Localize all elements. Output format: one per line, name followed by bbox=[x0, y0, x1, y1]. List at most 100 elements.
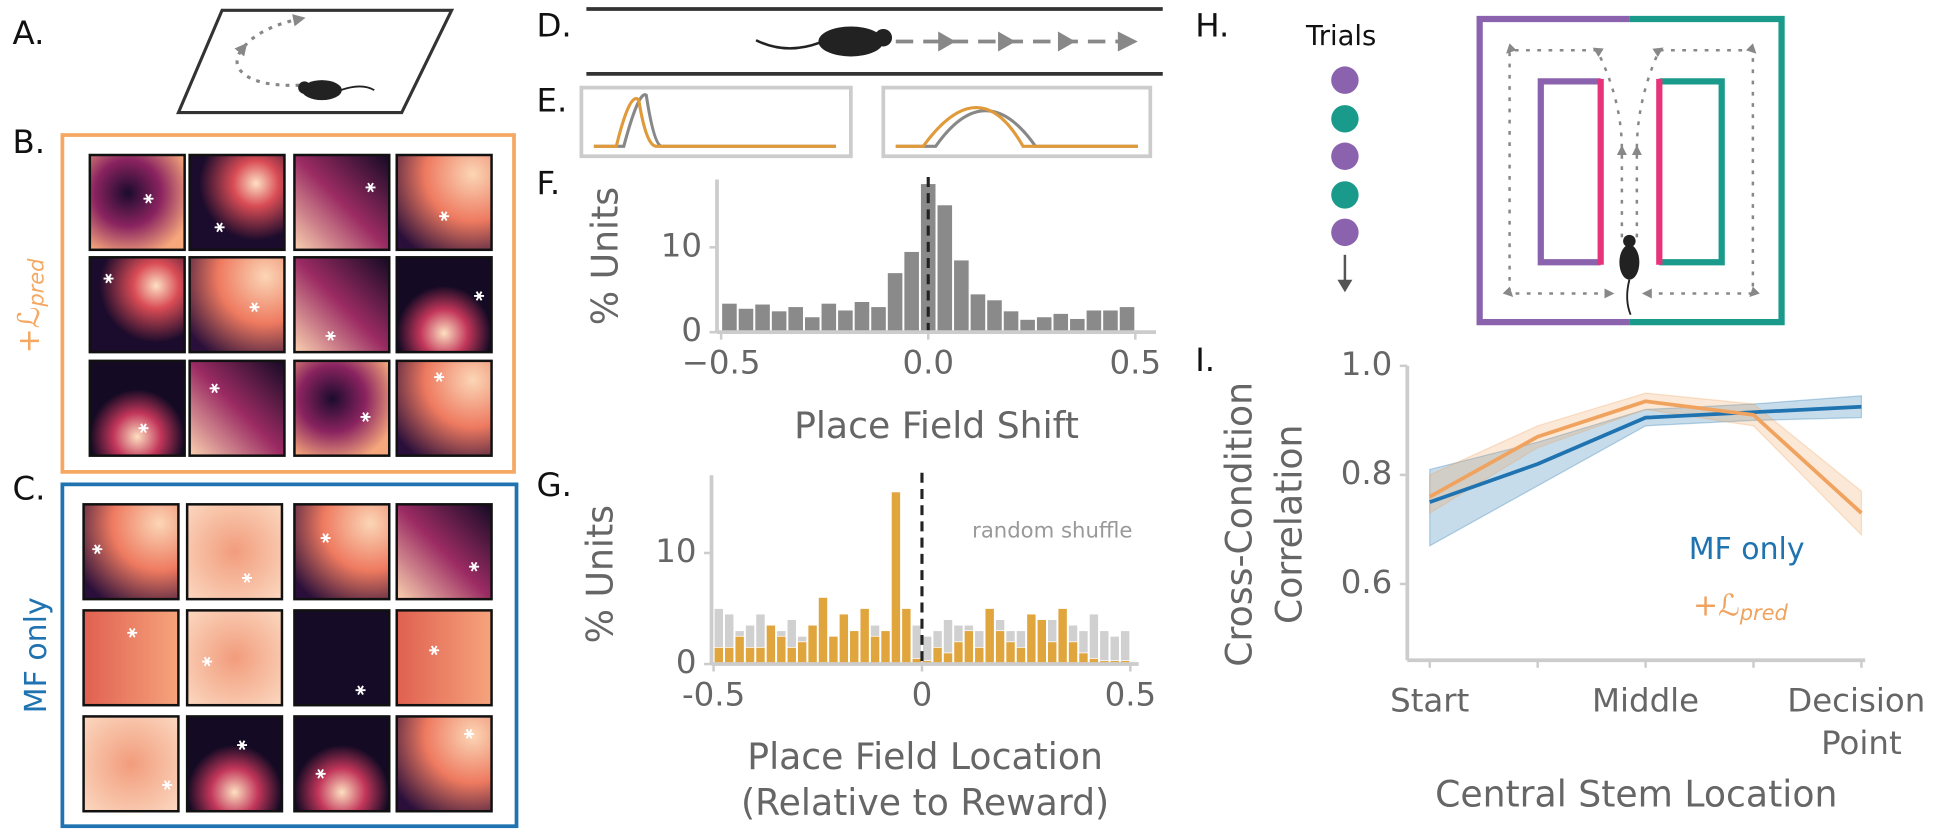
bar bbox=[804, 316, 821, 333]
y-axis-label: Cross-Condition bbox=[1217, 382, 1260, 667]
heatmap-tile bbox=[188, 359, 286, 457]
bar bbox=[870, 635, 881, 665]
maze bbox=[1476, 15, 1785, 326]
peak-marker bbox=[92, 544, 103, 555]
peak-marker bbox=[434, 372, 445, 382]
peak-marker bbox=[315, 768, 326, 779]
heatmap-tile bbox=[82, 609, 180, 707]
bar bbox=[828, 635, 839, 665]
heatmap-tile bbox=[395, 503, 493, 601]
bar bbox=[984, 608, 995, 665]
frame bbox=[60, 482, 519, 829]
bar bbox=[787, 306, 804, 333]
bar bbox=[1109, 635, 1120, 665]
peak-marker bbox=[355, 685, 366, 696]
peak-marker bbox=[249, 302, 260, 313]
peak-marker bbox=[237, 740, 248, 750]
peak-marker bbox=[202, 656, 213, 667]
y-axis-label: % Units bbox=[584, 187, 627, 325]
peak-marker bbox=[138, 423, 149, 434]
peak-marker bbox=[474, 291, 485, 301]
bar bbox=[771, 310, 788, 333]
legend-label: MF only bbox=[1689, 532, 1805, 567]
bar bbox=[1085, 309, 1102, 333]
peak-marker bbox=[242, 573, 253, 583]
panel-label: C. bbox=[12, 470, 45, 508]
bar bbox=[974, 646, 985, 665]
y-tick-label: 1.0 bbox=[1341, 345, 1393, 383]
y-tick-label: 10 bbox=[655, 532, 696, 570]
heatmap-tile bbox=[395, 256, 493, 354]
heatmap-tile bbox=[395, 153, 493, 252]
bar bbox=[1047, 641, 1058, 665]
bar bbox=[853, 301, 870, 333]
bar bbox=[870, 306, 887, 333]
bar bbox=[953, 641, 964, 665]
bar bbox=[838, 613, 849, 665]
panel-label: I. bbox=[1195, 341, 1215, 379]
bar bbox=[986, 299, 1003, 333]
heatmap-tile bbox=[185, 609, 284, 707]
bar bbox=[932, 646, 943, 665]
x-axis-label: (Relative to Reward) bbox=[741, 781, 1109, 824]
heatmap-tile bbox=[395, 359, 493, 457]
peak-marker bbox=[214, 222, 225, 233]
y-tick-label: 0 bbox=[676, 643, 697, 681]
y-tick-label: 0.8 bbox=[1341, 454, 1393, 492]
bar bbox=[1120, 630, 1131, 665]
y-tick-label: 10 bbox=[661, 226, 702, 264]
x-axis-label: Central Stem Location bbox=[1435, 772, 1837, 815]
bar bbox=[1052, 313, 1069, 333]
side-label: MF only bbox=[19, 597, 54, 713]
frame bbox=[60, 133, 516, 474]
peak-marker bbox=[209, 383, 220, 394]
bar bbox=[1088, 613, 1099, 665]
heatmap-tile bbox=[88, 256, 186, 354]
panel-label: G. bbox=[536, 466, 571, 504]
bar bbox=[1069, 318, 1086, 333]
heatmap-tile bbox=[293, 359, 391, 457]
x-tick-label: 0.5 bbox=[1110, 344, 1162, 382]
peak-marker bbox=[320, 533, 331, 543]
bar bbox=[995, 630, 1006, 665]
heatmap-tile bbox=[293, 503, 391, 601]
x-tick-label: Decision Point bbox=[1787, 682, 1935, 762]
heatmap-tile bbox=[293, 153, 391, 252]
track bbox=[586, 7, 1163, 76]
peak-marker bbox=[365, 182, 376, 193]
trials-label: Trials bbox=[1305, 21, 1376, 52]
peak-marker bbox=[469, 561, 480, 572]
heatmap-tile bbox=[88, 153, 186, 252]
bar bbox=[1057, 608, 1068, 665]
peak-marker bbox=[429, 645, 440, 656]
bar bbox=[1015, 646, 1026, 665]
panel-label: F. bbox=[536, 164, 560, 202]
x-tick-label: 0.5 bbox=[1105, 675, 1157, 713]
legend-label: +ℒpred bbox=[1693, 588, 1788, 625]
panel-label: E. bbox=[536, 82, 567, 120]
bar bbox=[953, 259, 970, 333]
y-axis-label: % Units bbox=[579, 505, 622, 643]
bar bbox=[1019, 319, 1036, 333]
bar bbox=[786, 646, 797, 665]
bar bbox=[963, 630, 974, 665]
bar bbox=[807, 624, 818, 665]
confidence-band bbox=[1429, 392, 1863, 537]
bar bbox=[922, 635, 933, 665]
x-tick-label: Middle bbox=[1592, 682, 1699, 720]
bar bbox=[1005, 641, 1016, 665]
heatmap-tile bbox=[293, 715, 391, 813]
heatmap-tile bbox=[185, 715, 284, 813]
bar bbox=[755, 646, 766, 665]
legend-label: random shuffle bbox=[972, 517, 1132, 542]
peak-marker bbox=[143, 193, 154, 204]
tuning-curves bbox=[579, 85, 1153, 159]
panel-label: A. bbox=[12, 14, 44, 52]
x-tick-label: Start bbox=[1390, 682, 1469, 720]
bar bbox=[737, 308, 755, 333]
x-tick-label: 0.0 bbox=[902, 344, 954, 382]
bar bbox=[969, 293, 986, 333]
panel-label: B. bbox=[12, 123, 45, 161]
bar bbox=[818, 597, 828, 665]
panel-label: H. bbox=[1195, 7, 1229, 45]
